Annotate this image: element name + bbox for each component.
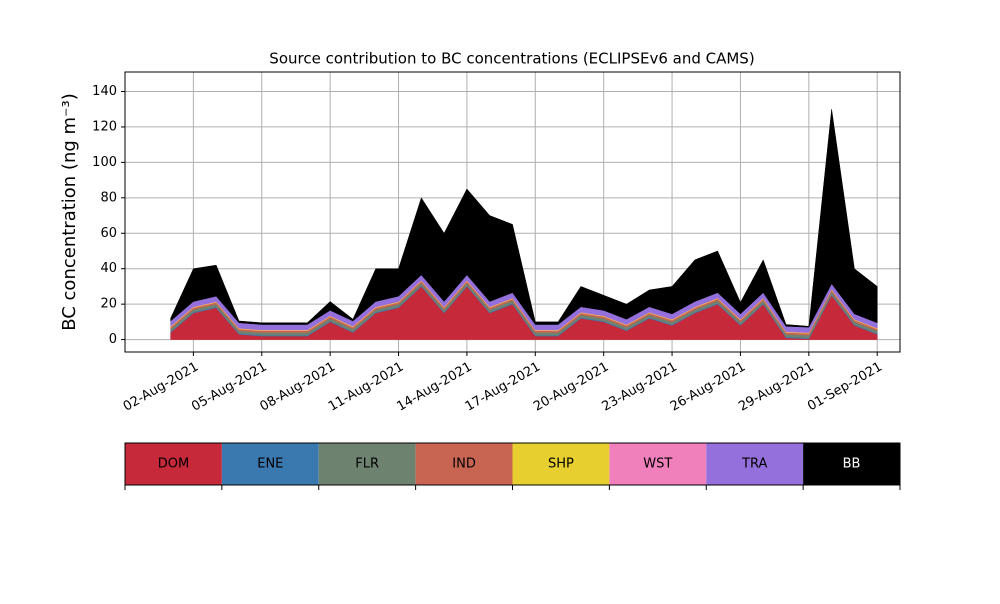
y-axis-label: BC concentration (ng m⁻³) — [59, 93, 80, 331]
x-tick-label: 23-Aug-2021 — [599, 360, 679, 415]
legend-label: FLR — [355, 457, 379, 472]
x-tick-label: 08-Aug-2021 — [258, 360, 338, 415]
legend-swatch — [706, 443, 804, 485]
legend-label: ENE — [257, 457, 283, 472]
legend-label: BB — [843, 457, 861, 472]
legend-label: SHP — [548, 457, 574, 472]
legend-label: WST — [643, 457, 672, 472]
legend-label: TRA — [741, 457, 767, 472]
y-tick-label: 60 — [100, 226, 117, 241]
x-tick-label: 20-Aug-2021 — [531, 360, 611, 415]
y-tick-label: 0 — [109, 332, 117, 347]
legend-swatch — [221, 443, 319, 485]
legend-label: IND — [452, 457, 476, 472]
x-tick-label: 01-Sep-2021 — [805, 360, 885, 415]
legend-label: DOM — [158, 457, 189, 472]
area — [170, 109, 878, 328]
legend-swatch — [803, 443, 900, 485]
plot-frame — [124, 71, 901, 353]
y-tick-label: 100 — [92, 155, 117, 170]
y-tick-label: 120 — [92, 119, 117, 134]
x-tick-label: 29-Aug-2021 — [736, 360, 816, 415]
x-tick-label: 11-Aug-2021 — [326, 360, 406, 415]
x-tick-label: 17-Aug-2021 — [463, 360, 543, 415]
x-tick-label: 26-Aug-2021 — [668, 360, 748, 415]
y-tick-label: 20 — [100, 297, 117, 312]
x-tick-label: 02-Aug-2021 — [121, 360, 201, 415]
x-tick-label: 14-Aug-2021 — [394, 360, 474, 415]
legend-swatch — [415, 443, 513, 485]
legend-swatch — [512, 443, 610, 485]
legend-swatch — [318, 443, 416, 485]
legend-swatch — [609, 443, 707, 485]
y-tick-label: 140 — [92, 84, 117, 99]
x-tick-label: 05-Aug-2021 — [189, 360, 269, 415]
y-tick-label: 40 — [100, 261, 117, 276]
legend-swatch — [125, 443, 222, 485]
chart-title: Source contribution to BC concentrations… — [269, 50, 754, 68]
y-tick-label: 80 — [100, 190, 117, 205]
